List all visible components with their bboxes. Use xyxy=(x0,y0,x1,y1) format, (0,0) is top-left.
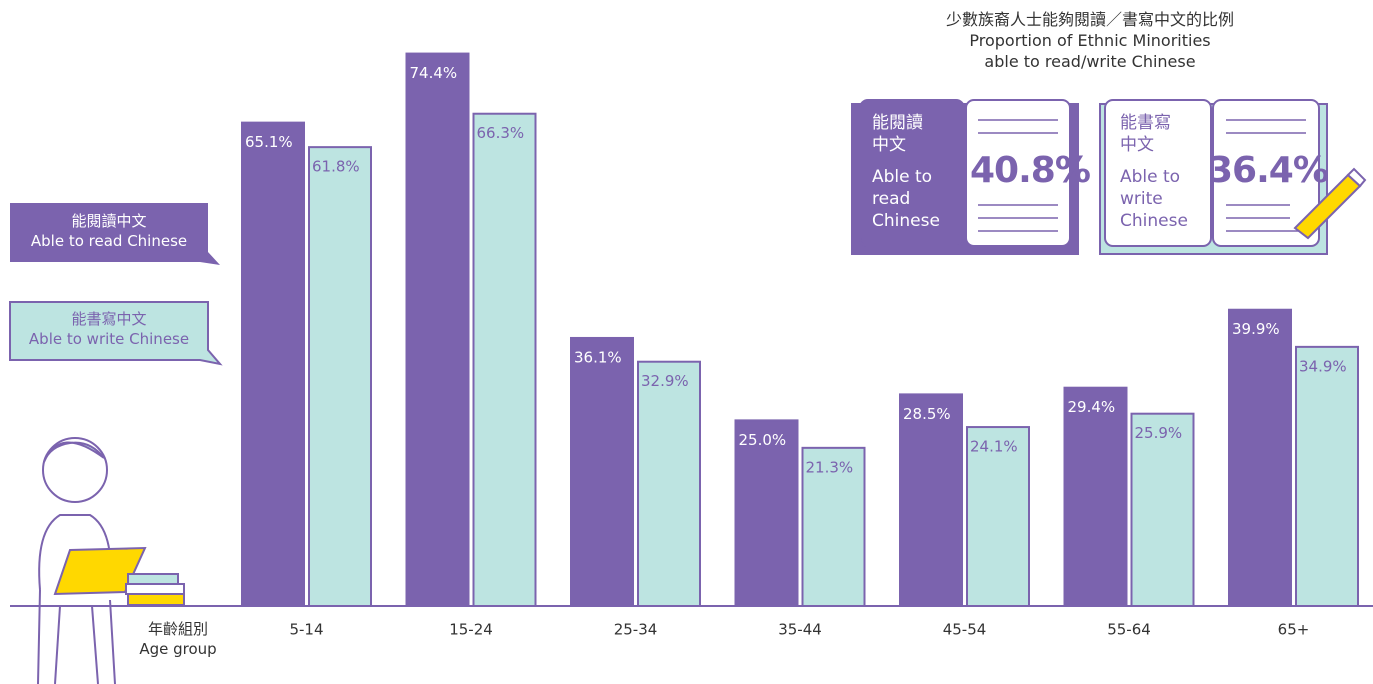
legend-entry: 能書寫中文 Able to write Chinese xyxy=(10,310,208,349)
legend-entry: 能閱讀中文 Able to read Chinese xyxy=(10,212,208,251)
summary-value: 36.4% xyxy=(1208,148,1318,195)
data-label: 36.1% xyxy=(574,348,622,366)
x-axis-title-en: Age group xyxy=(120,640,236,660)
legend-label: Able to read Chinese xyxy=(10,232,208,252)
x-tick-label: 65+ xyxy=(1278,621,1310,639)
x-axis-title: 年齡組別 Age group xyxy=(120,620,236,659)
summary-title: 少數族裔人士能夠閱讀／書寫中文的比例 Proportion of Ethnic … xyxy=(840,10,1340,72)
data-label: 39.9% xyxy=(1232,320,1280,338)
summary-value: 40.8% xyxy=(970,148,1070,195)
x-tick-label: 35-44 xyxy=(778,621,822,639)
x-tick-label: 5-14 xyxy=(289,621,323,639)
bar xyxy=(1065,388,1127,606)
bar xyxy=(309,147,371,606)
summary-label: 能書寫中文 xyxy=(1120,112,1178,156)
summary-title-zh: 少數族裔人士能夠閱讀／書寫中文的比例 xyxy=(840,10,1340,31)
data-label: 66.3% xyxy=(477,124,525,142)
bar xyxy=(407,54,469,606)
data-label: 29.4% xyxy=(1068,398,1116,416)
x-tick-label: 25-34 xyxy=(614,621,658,639)
legend-label: 能書寫中文 xyxy=(10,310,208,330)
bar xyxy=(242,123,304,606)
bar xyxy=(638,362,700,606)
summary-label: 能閱讀中文 xyxy=(872,112,930,156)
bar xyxy=(1296,347,1358,606)
summary-label: Able to read Chinese xyxy=(872,166,952,232)
x-tick-label: 55-64 xyxy=(1107,621,1151,639)
bar xyxy=(1132,414,1194,606)
data-label: 21.3% xyxy=(806,458,854,476)
summary-label: Able to write Chinese xyxy=(1120,166,1200,232)
x-tick-label: 45-54 xyxy=(943,621,987,639)
data-label: 32.9% xyxy=(641,372,689,390)
data-label: 61.8% xyxy=(312,158,360,176)
legend-label: Able to write Chinese xyxy=(10,330,208,350)
x-axis-title-zh: 年齡組別 xyxy=(120,620,236,640)
bar xyxy=(571,338,633,606)
legend-label: 能閱讀中文 xyxy=(10,212,208,232)
data-label: 74.4% xyxy=(410,64,458,82)
data-label: 25.0% xyxy=(739,431,787,449)
data-label: 65.1% xyxy=(245,133,293,151)
summary-title-en: able to read/write Chinese xyxy=(840,52,1340,73)
summary-title-en: Proportion of Ethnic Minorities xyxy=(840,31,1340,52)
data-label: 34.9% xyxy=(1299,357,1347,375)
page: 65.1% 61.8% 5-14 74.4% 66.3% 15-24 36.1% 32.9% 2… xyxy=(0,0,1373,684)
data-label: 25.9% xyxy=(1135,424,1183,442)
data-label: 24.1% xyxy=(970,438,1018,456)
data-label: 28.5% xyxy=(903,405,951,423)
x-tick-label: 15-24 xyxy=(449,621,493,639)
bar xyxy=(474,114,536,606)
bar xyxy=(900,394,962,606)
bar xyxy=(1229,310,1291,606)
